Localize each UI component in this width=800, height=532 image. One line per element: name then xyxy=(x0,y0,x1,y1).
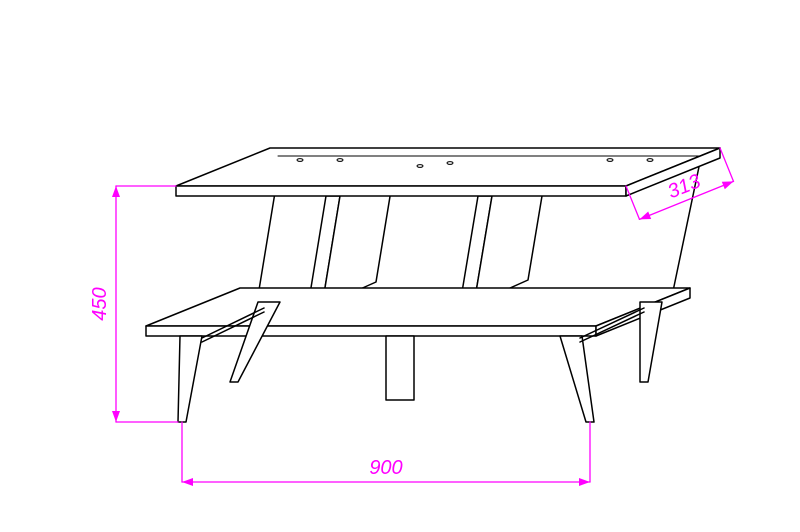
dim-height-label: 450 xyxy=(89,287,111,320)
furniture-object xyxy=(146,148,720,422)
technical-drawing: 313450900 xyxy=(0,0,800,532)
dim-width-label: 900 xyxy=(369,457,402,479)
